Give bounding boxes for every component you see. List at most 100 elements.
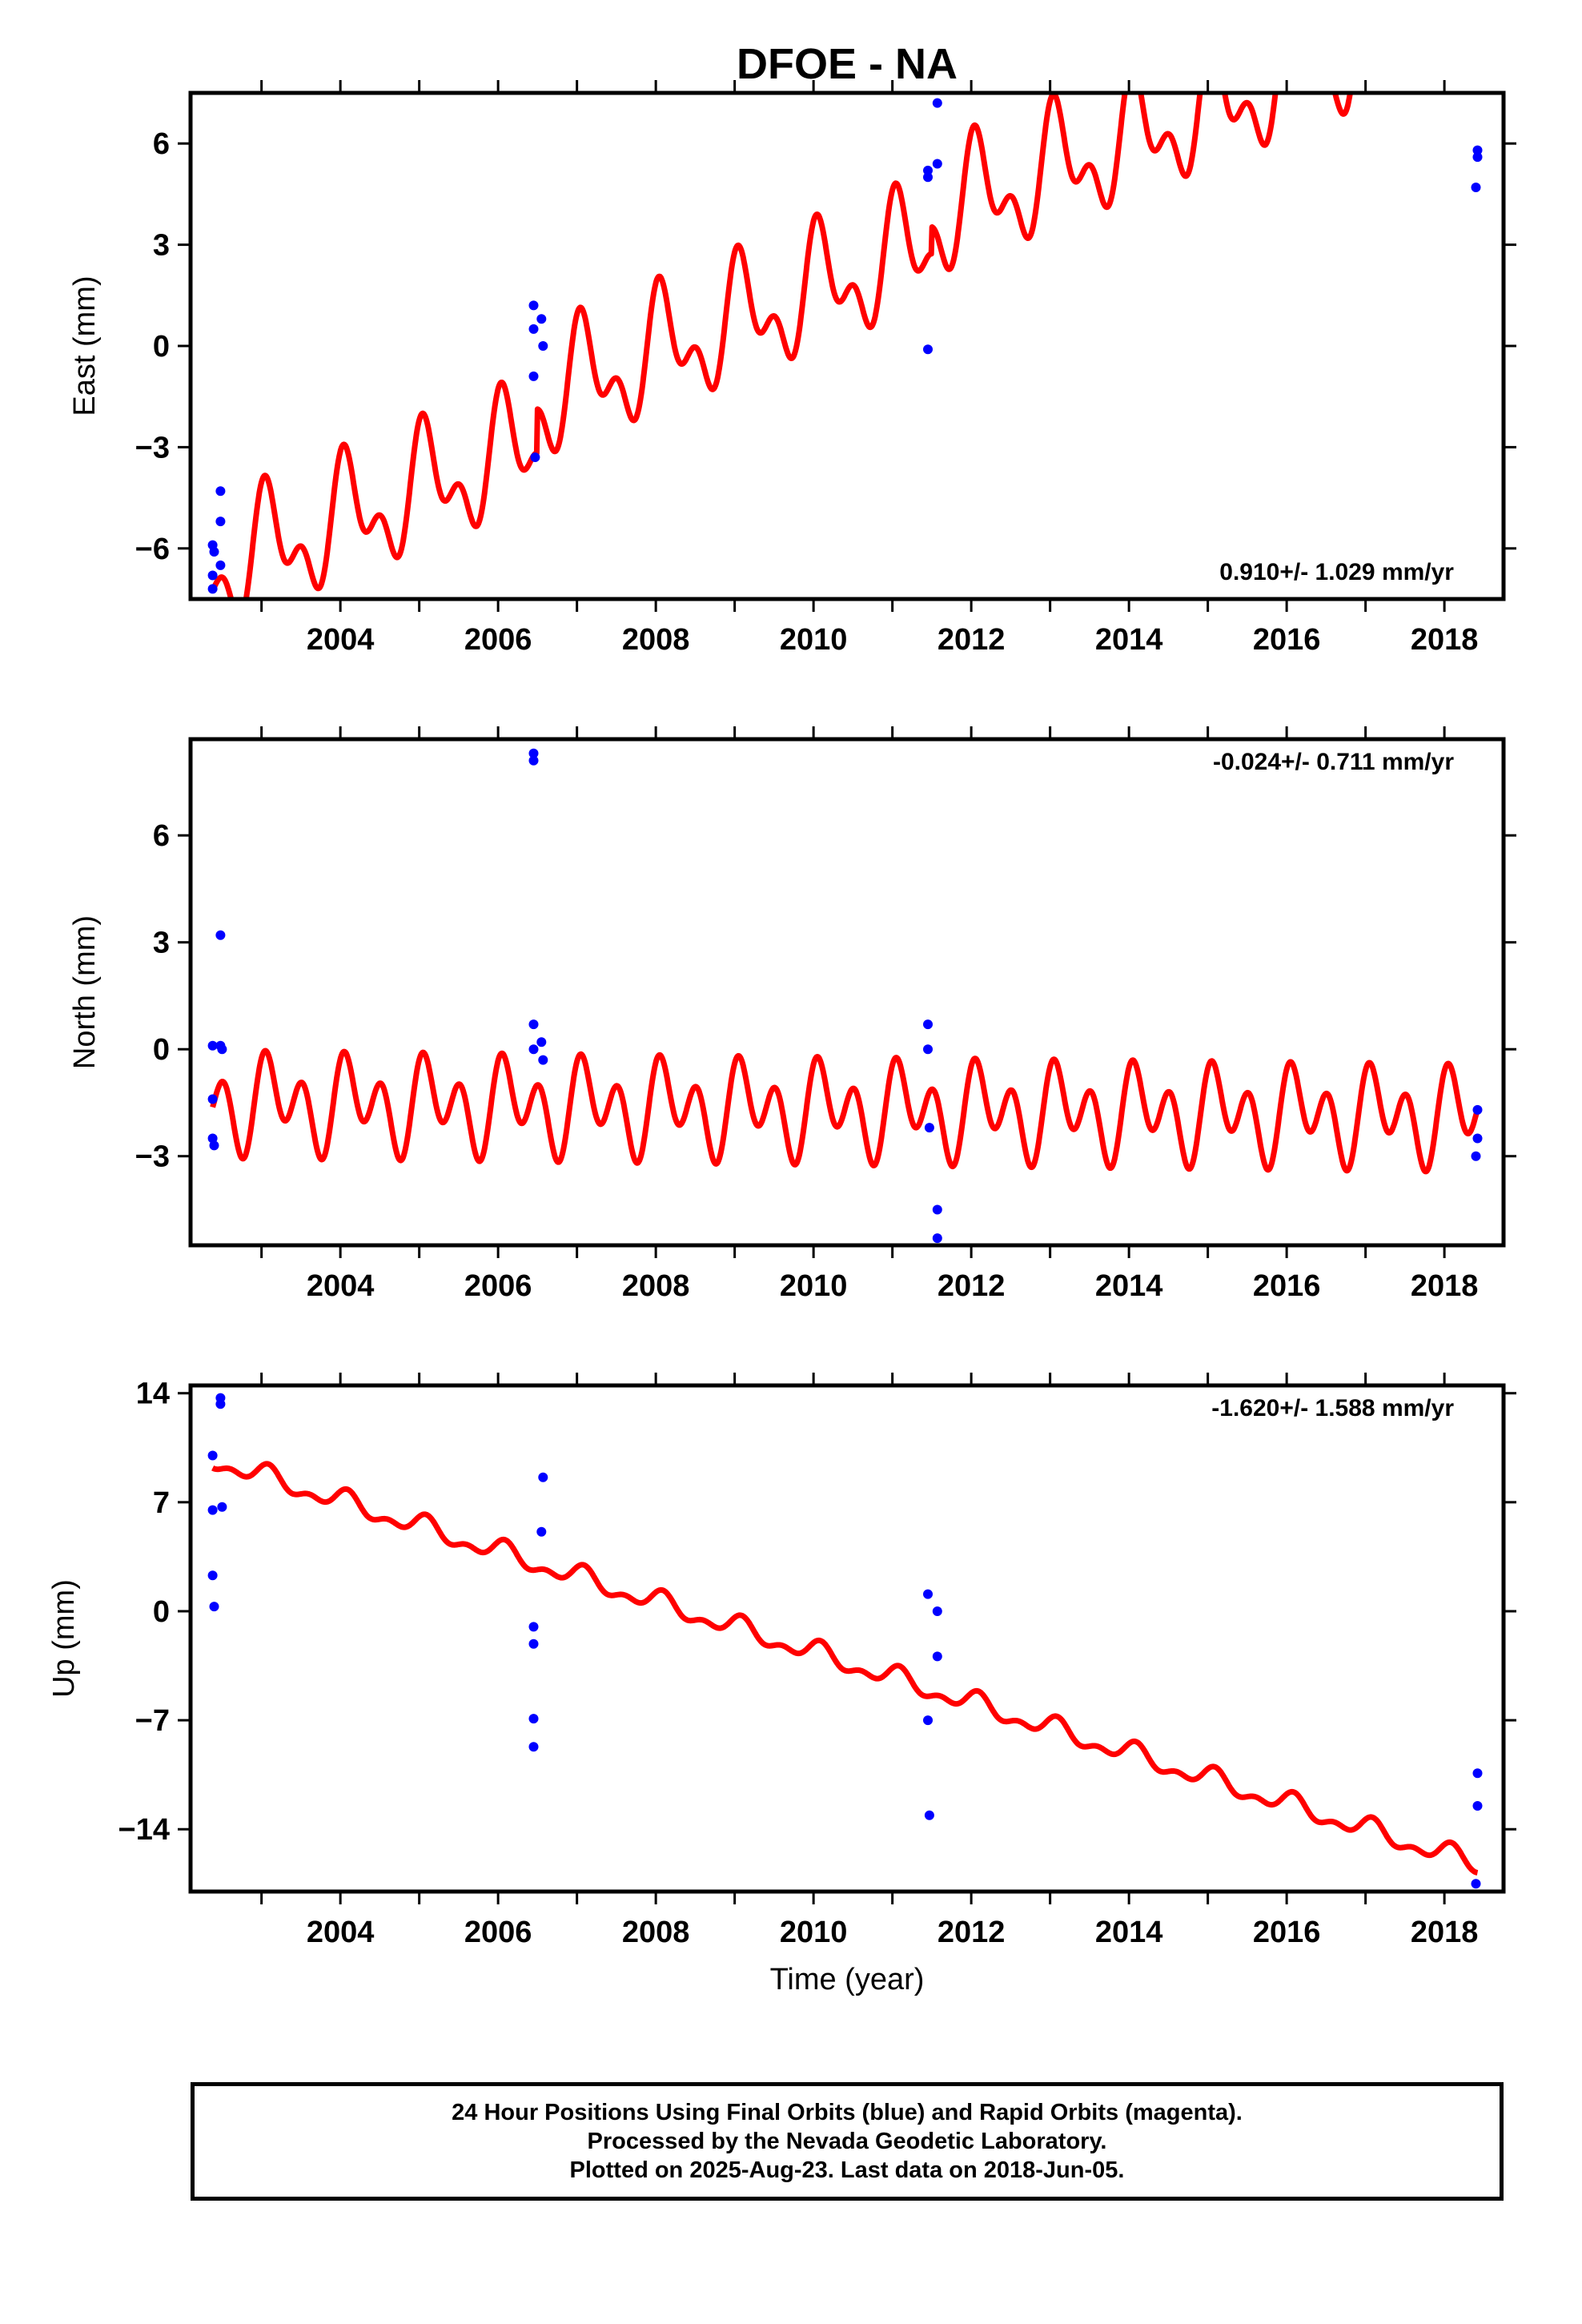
up-data-point	[924, 1810, 934, 1820]
north-data-point	[538, 1055, 548, 1065]
north-x-tick-label: 2016	[1253, 1269, 1321, 1303]
up-x-tick-label: 2018	[1411, 1916, 1479, 1949]
up-data-point	[538, 1472, 548, 1482]
north-data-point	[536, 1037, 547, 1047]
north-data-point	[923, 1019, 933, 1030]
panel-north: 2004 2006 2008 2010 2012 2014 2016 2018 −3 0 3 6 Nor…	[68, 726, 1516, 1303]
north-data-point	[528, 755, 539, 766]
east-data-point	[536, 314, 547, 324]
up-data-point	[209, 1602, 219, 1612]
up-data-point	[207, 1570, 218, 1581]
east-x-tick-label: 2006	[464, 623, 532, 657]
caption-line-2: Processed by the Nevada Geodetic Laborat…	[587, 2129, 1107, 2154]
north-x-tick-label: 2008	[622, 1269, 690, 1303]
north-data-point	[528, 748, 539, 758]
east-data-point	[1472, 152, 1483, 163]
north-x-tick-label: 2014	[1095, 1269, 1163, 1303]
up-y-tick-label: −14	[118, 1813, 170, 1847]
east-data-point	[1471, 183, 1481, 192]
up-y-tick-label: 14	[136, 1377, 170, 1411]
caption-line-3: Plotted on 2025-Aug-23. Last data on 201…	[569, 2157, 1125, 2183]
caption-box: 24 Hour Positions Using Final Orbits (bl…	[191, 2082, 1504, 2201]
east-model-curve	[210, 93, 1354, 599]
up-x-tick-label: 2008	[622, 1916, 690, 1949]
north-x-tick-label: 2012	[938, 1269, 1006, 1303]
east-data-point	[1472, 145, 1483, 155]
north-y-tick-label: 3	[153, 927, 170, 960]
east-x-tick-label: 2012	[938, 623, 1006, 657]
panel-east: 2004 2006 2008 2010 2012 2014 2016 2018 −6 −3 0 3 6 E…	[68, 80, 1516, 657]
east-x-tick-label: 2010	[780, 623, 848, 657]
up-data-point	[215, 1399, 226, 1409]
up-rate-label: -1.620+/- 1.588 mm/yr	[1211, 1395, 1454, 1421]
east-data-point	[923, 172, 933, 183]
east-x-tick-label: 2018	[1411, 623, 1479, 657]
up-data-point	[217, 1502, 227, 1512]
north-data-point	[528, 1044, 539, 1055]
up-x-tick-label: 2010	[780, 1916, 848, 1949]
east-data-point	[207, 584, 218, 594]
east-rate-label: 0.910+/- 1.029 mm/yr	[1219, 559, 1454, 585]
east-x-tick-label: 2014	[1095, 623, 1163, 657]
north-y-axis-label: North (mm)	[68, 915, 102, 1069]
up-data-point	[207, 1505, 218, 1515]
east-data-point	[528, 371, 539, 381]
east-data-point	[215, 486, 226, 497]
north-data-point	[207, 1133, 218, 1144]
north-data-point	[1472, 1104, 1483, 1115]
north-data-point	[932, 1204, 942, 1215]
up-data-point	[528, 1622, 539, 1632]
east-y-tick-label: 3	[153, 229, 170, 263]
east-x-tick-label: 2004	[307, 623, 375, 657]
east-data-point	[538, 341, 548, 351]
east-data-point	[207, 570, 218, 581]
north-data-point	[1471, 1151, 1481, 1161]
up-x-tick-label: 2016	[1253, 1916, 1321, 1949]
east-data-point	[530, 452, 540, 462]
east-y-tick-label: 0	[153, 330, 170, 364]
north-frame	[188, 737, 1506, 1248]
north-data-point	[528, 1019, 539, 1030]
north-data-point	[924, 1123, 934, 1133]
east-y-axis-label: East (mm)	[68, 275, 102, 416]
up-data-point	[207, 1450, 218, 1461]
east-data-point	[932, 159, 942, 169]
north-y-tick-label: 6	[153, 819, 170, 853]
panel-up: 2004 2006 2008 2010 2012 2014 2016 2018 −14 −7 0 7 1…	[47, 1373, 1516, 1949]
up-data-point	[1472, 1801, 1483, 1811]
north-data-point	[207, 1040, 218, 1051]
north-x-tick-label: 2010	[780, 1269, 848, 1303]
up-data-point	[1471, 1879, 1481, 1889]
up-y-axis-label: Up (mm)	[47, 1579, 81, 1698]
up-data-point	[528, 1638, 539, 1649]
up-y-tick-label: 7	[153, 1486, 170, 1520]
east-data-point	[923, 344, 933, 355]
caption-line-1: 24 Hour Positions Using Final Orbits (bl…	[452, 2100, 1243, 2125]
up-data-point	[536, 1526, 547, 1537]
east-data-point	[215, 517, 226, 527]
up-frame	[188, 1383, 1506, 1894]
up-x-tick-label: 2004	[307, 1916, 375, 1949]
north-data-point	[923, 1044, 933, 1055]
east-y-tick-label: −3	[135, 431, 170, 464]
east-data-point	[528, 300, 539, 311]
east-data-point	[528, 324, 539, 334]
up-y-tick-label: −7	[135, 1704, 170, 1738]
north-y-tick-label: 0	[153, 1033, 170, 1067]
up-data-point	[1472, 1768, 1483, 1779]
north-data-point	[209, 1140, 219, 1151]
east-x-tick-label: 2008	[622, 623, 690, 657]
east-x-tick-label: 2016	[1253, 623, 1321, 657]
up-data-point	[932, 1606, 942, 1616]
up-data-point	[923, 1715, 933, 1726]
up-data-point	[528, 1714, 539, 1724]
north-data-point	[932, 1233, 942, 1244]
north-x-tick-label: 2006	[464, 1269, 532, 1303]
north-data-point	[1472, 1133, 1483, 1144]
north-model-curve	[210, 1047, 1480, 1175]
east-y-tick-label: 6	[153, 127, 170, 161]
east-data-point	[932, 98, 942, 108]
north-x-tick-label: 2018	[1411, 1269, 1479, 1303]
east-data-point	[923, 165, 933, 175]
